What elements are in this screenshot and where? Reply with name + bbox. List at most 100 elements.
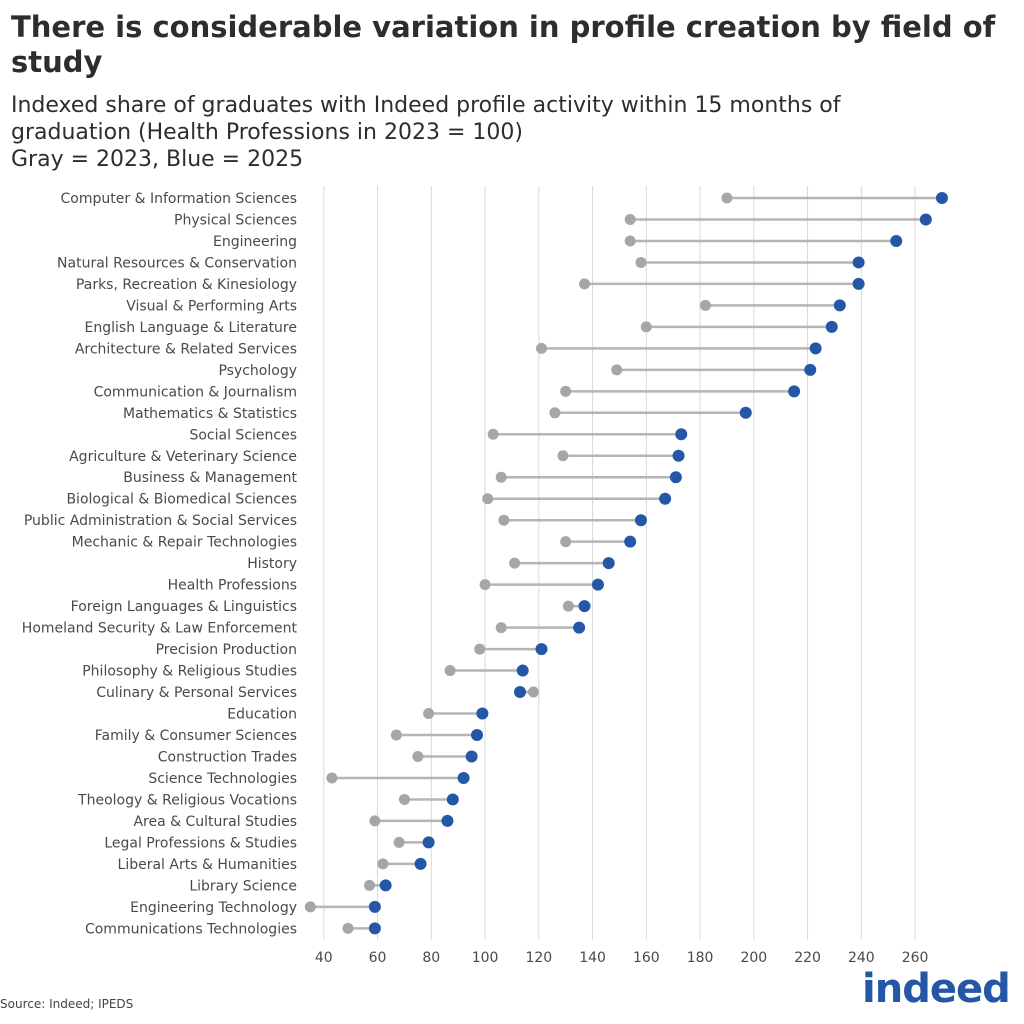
point-2025: [578, 600, 591, 613]
point-2023: [474, 643, 486, 655]
x-tick-label: 180: [687, 950, 714, 966]
category-label: Parks, Recreation & Kinesiology: [76, 277, 297, 293]
point-2023: [560, 385, 572, 397]
category-label: Biological & Biomedical Sciences: [66, 492, 297, 508]
point-2023: [423, 708, 435, 720]
category-label: Engineering: [213, 234, 297, 250]
point-2023: [390, 729, 402, 741]
subtitle-line-3: Gray = 2023, Blue = 2025: [11, 147, 304, 172]
point-2025: [804, 363, 817, 376]
point-2023: [624, 235, 636, 247]
point-2025: [414, 857, 427, 870]
point-2023: [487, 428, 499, 440]
category-label: Psychology: [218, 363, 297, 379]
point-2025: [422, 836, 435, 849]
x-tick-label: 260: [902, 950, 929, 966]
subtitle-line-1: Indexed share of graduates with Indeed p…: [11, 93, 841, 118]
category-label: Family & Consumer Sciences: [95, 728, 297, 744]
category-label: Area & Cultural Studies: [133, 814, 297, 830]
point-2025: [368, 900, 381, 913]
x-tick-label: 160: [633, 950, 660, 966]
point-2023: [377, 858, 389, 870]
point-2025: [852, 256, 865, 269]
point-2023: [304, 901, 316, 913]
point-2025: [890, 234, 903, 247]
x-tick-label: 140: [579, 950, 606, 966]
point-2025: [465, 750, 478, 763]
x-tick-label: 220: [794, 950, 821, 966]
category-label: Agriculture & Veterinary Science: [69, 449, 297, 465]
chart-title: There is considerable variation in profi…: [11, 10, 996, 79]
point-2025: [379, 879, 392, 892]
x-axis-ticks: 40 60 80 100 120 140 160 180 200 220 240 260: [315, 950, 929, 966]
point-2025: [602, 557, 615, 570]
category-label: Science Technologies: [148, 771, 297, 787]
point-2025: [935, 192, 948, 204]
point-2023: [624, 213, 636, 225]
x-tick-label: 120: [525, 950, 552, 966]
category-label: Communication & Journalism: [94, 384, 297, 400]
point-2025: [919, 213, 932, 226]
category-label: Architecture & Related Services: [75, 341, 297, 357]
point-2023: [560, 536, 572, 548]
point-2025: [476, 707, 489, 720]
point-2025: [624, 535, 637, 548]
category-label: Public Administration & Social Services: [24, 513, 297, 529]
point-2023: [527, 686, 539, 698]
point-2023: [393, 836, 405, 848]
point-2023: [479, 579, 491, 591]
point-2023: [342, 922, 354, 934]
category-label: Engineering Technology: [130, 900, 297, 916]
indeed-logo[interactable]: indeed: [862, 966, 1011, 1012]
category-label: Mechanic & Repair Technologies: [72, 535, 297, 551]
point-2025: [514, 686, 526, 699]
category-label: Philosophy & Religious Studies: [82, 664, 297, 680]
category-label: Foreign Languages & Linguistics: [71, 599, 297, 615]
x-tick-label: 100: [472, 950, 499, 966]
point-2025: [809, 342, 822, 355]
point-2023: [326, 772, 338, 784]
category-label: Physical Sciences: [174, 212, 297, 228]
point-2025: [368, 922, 381, 935]
x-tick-label: 40: [315, 950, 333, 966]
point-2023: [364, 879, 375, 891]
point-2025: [591, 578, 604, 591]
x-tick-label: 200: [740, 950, 767, 966]
point-2023: [549, 407, 561, 419]
point-2025: [457, 771, 470, 784]
point-2023: [562, 600, 574, 612]
point-2023: [398, 793, 410, 805]
data-points: [304, 192, 948, 935]
category-label: History: [247, 556, 297, 572]
category-labels: Computer & Information Sciences Physical …: [22, 191, 298, 937]
category-label: Legal Professions & Studies: [104, 835, 297, 851]
point-2025: [535, 643, 548, 656]
point-2025: [446, 793, 459, 806]
category-label: Homeland Security & Law Enforcement: [22, 621, 298, 637]
point-2025: [852, 277, 865, 290]
connector-lines: [310, 196, 942, 930]
point-2023: [699, 299, 711, 311]
point-2025: [669, 471, 682, 484]
category-label: Culinary & Personal Services: [96, 685, 297, 701]
point-2023: [611, 364, 623, 376]
point-2025: [675, 428, 688, 441]
point-2023: [369, 815, 381, 827]
point-2023: [557, 450, 569, 462]
category-label: Precision Production: [156, 642, 297, 658]
point-2023: [482, 493, 494, 505]
point-2023: [498, 514, 510, 526]
category-label: Social Sciences: [189, 427, 297, 443]
category-label: Computer & Information Sciences: [61, 191, 297, 207]
category-label: Communications Technologies: [85, 921, 297, 937]
point-2023: [444, 665, 456, 677]
category-label: Business & Management: [123, 470, 297, 486]
x-tick-label: 60: [369, 950, 387, 966]
x-tick-label: 80: [422, 950, 440, 966]
source-note: Source: Indeed; IPEDS: [0, 997, 134, 1011]
category-label: Mathematics & Statistics: [123, 406, 297, 422]
category-label: Liberal Arts & Humanities: [118, 857, 297, 873]
point-2025: [573, 621, 586, 634]
subtitle-line-2: graduation (Health Professions in 2023 =…: [11, 120, 523, 145]
